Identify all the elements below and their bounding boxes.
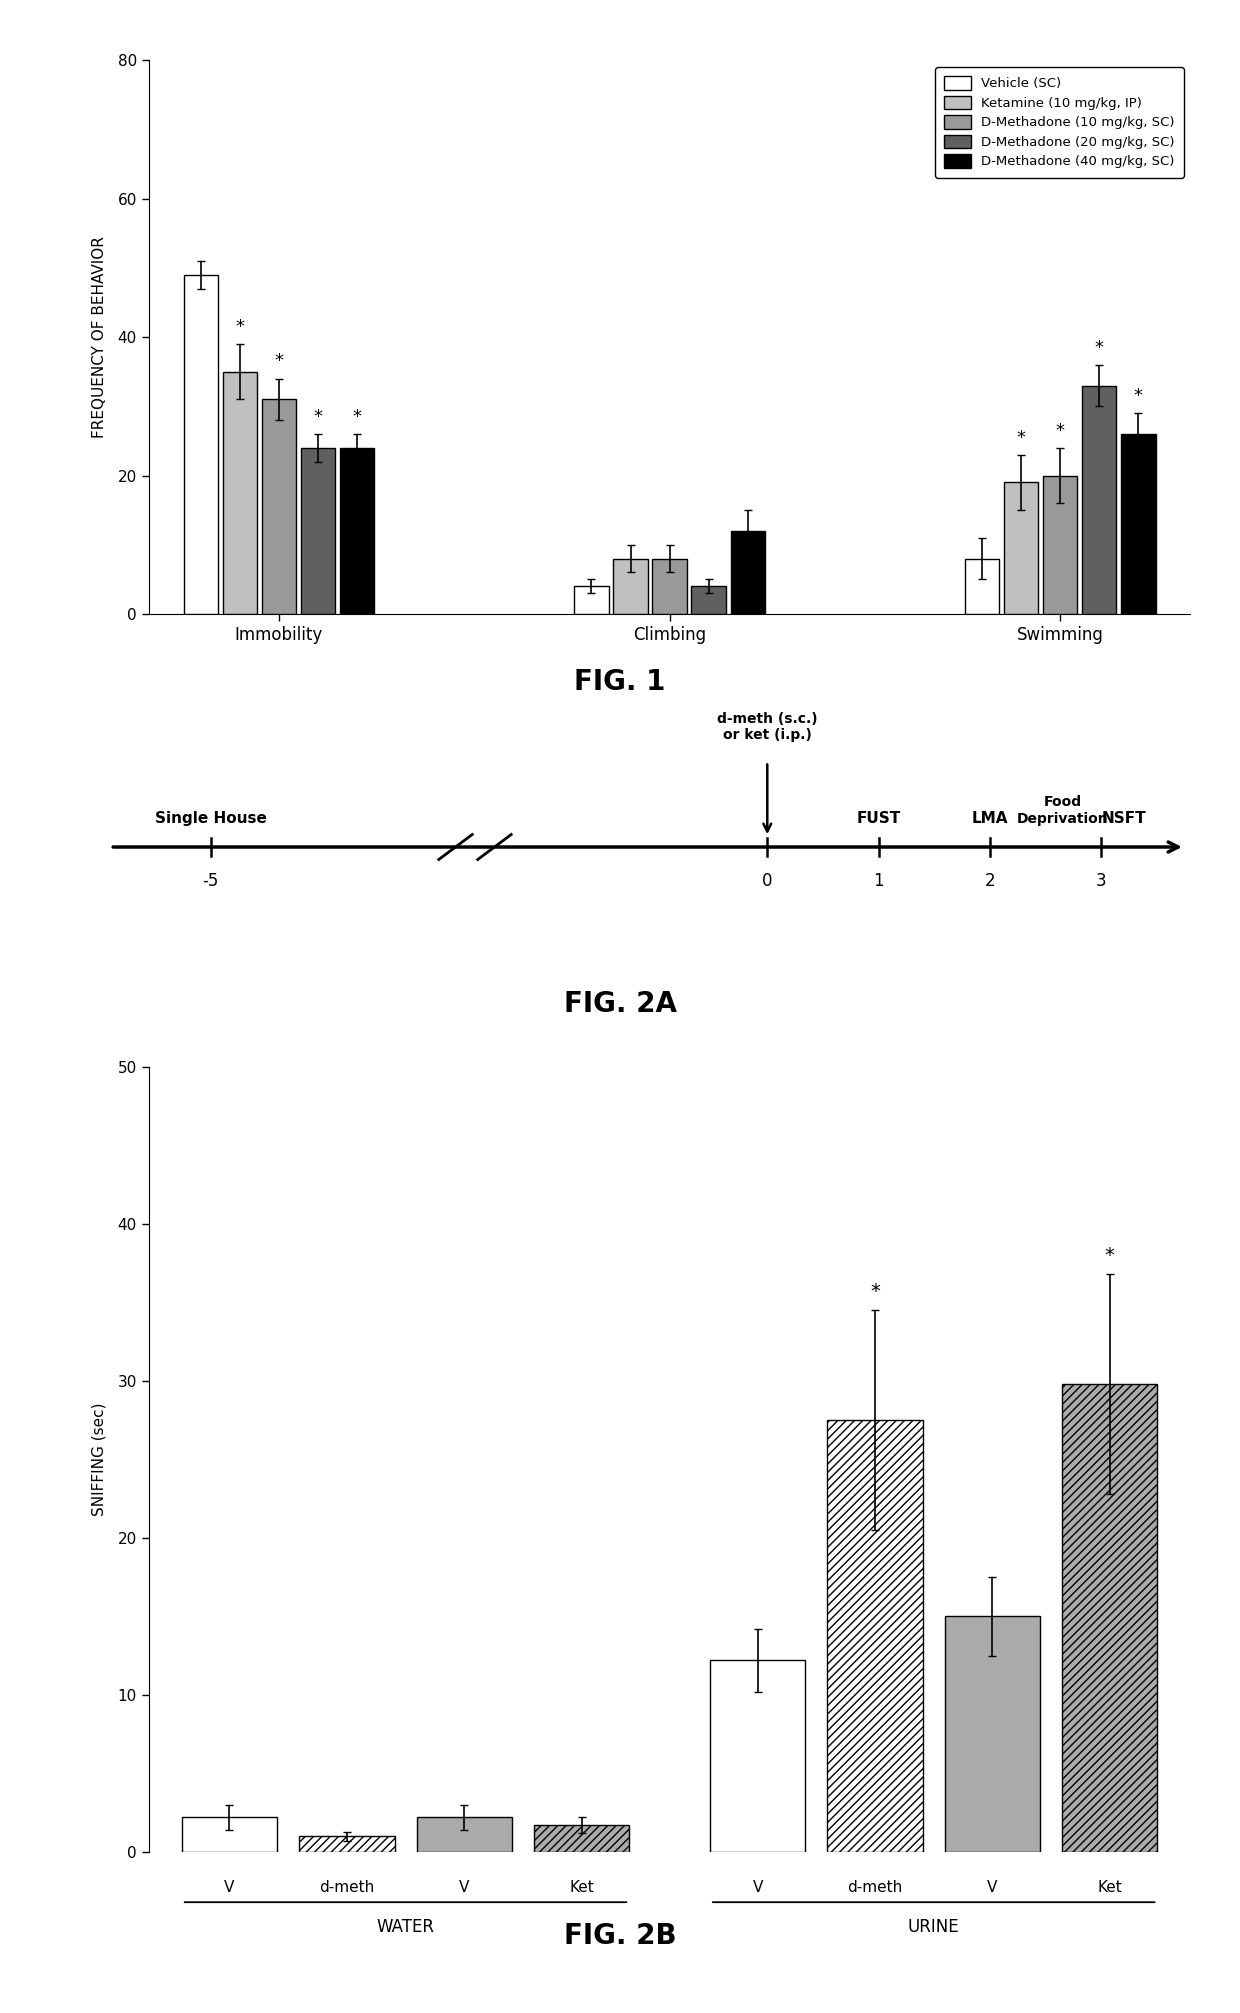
Bar [262,399,296,614]
Text: 2: 2 [985,872,996,890]
Bar [299,1836,394,1852]
Text: FIG. 2B: FIG. 2B [564,1922,676,1951]
Bar [574,586,609,614]
Text: FUST: FUST [857,811,900,825]
Text: LMA: LMA [972,811,1008,825]
Text: V: V [987,1880,997,1894]
Text: FIG. 2A: FIG. 2A [563,990,677,1019]
Text: 3: 3 [1096,872,1106,890]
Text: d-meth (s.c.)
or ket (i.p.): d-meth (s.c.) or ket (i.p.) [717,713,817,743]
Bar [182,1818,278,1852]
Bar [1083,386,1116,614]
Bar [1121,435,1156,614]
Text: V: V [459,1880,470,1894]
Text: FIG. 1: FIG. 1 [574,668,666,696]
Text: NSFT: NSFT [1101,811,1146,825]
Text: -5: -5 [202,872,218,890]
Bar [711,1661,805,1852]
Text: Ket: Ket [569,1880,594,1894]
Bar [827,1421,923,1852]
Bar [340,449,374,614]
Bar [614,560,647,614]
Text: WATER: WATER [377,1918,434,1937]
Y-axis label: SNIFFING (sec): SNIFFING (sec) [92,1403,107,1516]
Text: Single House: Single House [155,811,267,825]
Text: *: * [352,409,362,427]
Text: *: * [1133,386,1143,405]
Bar [223,372,257,614]
Bar [730,531,765,614]
Text: V: V [224,1880,234,1894]
Text: Ket: Ket [1097,1880,1122,1894]
Text: *: * [1055,421,1065,439]
Text: *: * [870,1282,880,1300]
Bar [417,1818,512,1852]
Text: V: V [753,1880,763,1894]
Legend: Vehicle (SC), Ketamine (10 mg/kg, IP), D-Methadone (10 mg/kg, SC), D-Methadone (: Vehicle (SC), Ketamine (10 mg/kg, IP), D… [935,66,1184,177]
Text: *: * [314,409,322,427]
Bar [184,276,218,614]
Text: d-meth: d-meth [847,1880,903,1894]
Bar [1004,483,1038,614]
Text: URINE: URINE [908,1918,960,1937]
Text: *: * [1095,338,1104,356]
Bar [692,586,725,614]
Text: 1: 1 [873,872,884,890]
Bar [945,1616,1040,1852]
Text: 0: 0 [763,872,773,890]
Text: *: * [1017,429,1025,447]
Bar [652,560,687,614]
Text: *: * [1105,1246,1115,1264]
Bar [534,1826,629,1852]
Text: *: * [274,352,284,370]
Bar [1061,1385,1157,1852]
Bar [1043,475,1078,614]
Bar [965,560,999,614]
Bar [301,449,335,614]
Text: *: * [236,318,244,336]
Text: d-meth: d-meth [319,1880,374,1894]
Y-axis label: FREQUENCY OF BEHAVIOR: FREQUENCY OF BEHAVIOR [92,236,107,439]
Text: Food
Deprivation: Food Deprivation [1017,795,1109,825]
